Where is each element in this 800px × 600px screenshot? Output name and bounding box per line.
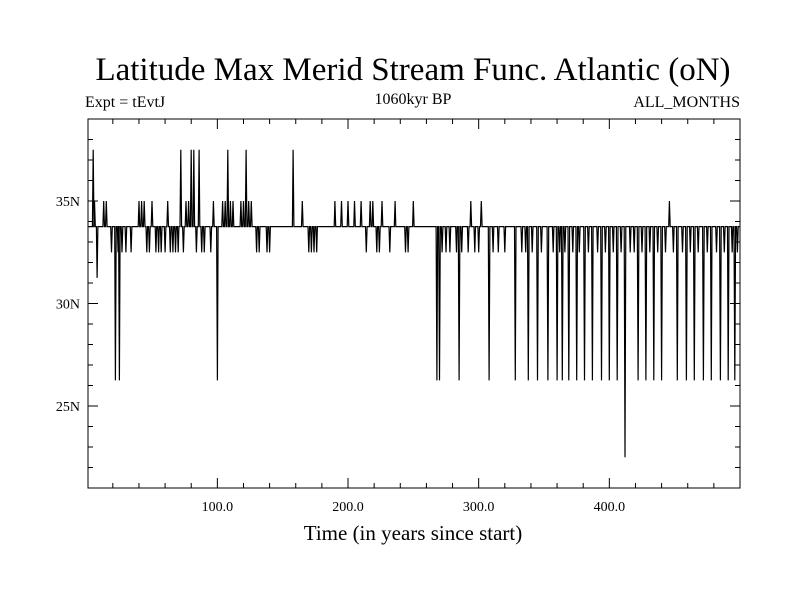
y-tick-label: 25N bbox=[56, 400, 80, 415]
x-tick-label: 100.0 bbox=[202, 500, 234, 515]
y-tick-label: 35N bbox=[56, 195, 80, 210]
chart-title: Latitude Max Merid Stream Func. Atlantic… bbox=[95, 52, 730, 88]
minor-ticks bbox=[88, 119, 740, 488]
series-line bbox=[88, 149, 740, 458]
y-axis-ticks: 25N 30N 35N bbox=[56, 195, 740, 415]
season-label: ALL_MONTHS bbox=[633, 94, 740, 111]
plot-frame bbox=[87, 118, 741, 489]
x-axis-ticks: 100.0 200.0 300.0 400.0 bbox=[202, 119, 625, 515]
y-tick-label: 30N bbox=[56, 298, 80, 313]
x-tick-label: 200.0 bbox=[332, 500, 364, 515]
x-tick-label: 300.0 bbox=[463, 500, 495, 515]
experiment-label: Expt = tEvtJ bbox=[85, 94, 165, 111]
x-tick-label: 400.0 bbox=[594, 500, 626, 515]
period-label: 1060kyr BP bbox=[375, 91, 452, 108]
x-axis-label: Time (in years since start) bbox=[304, 521, 523, 545]
